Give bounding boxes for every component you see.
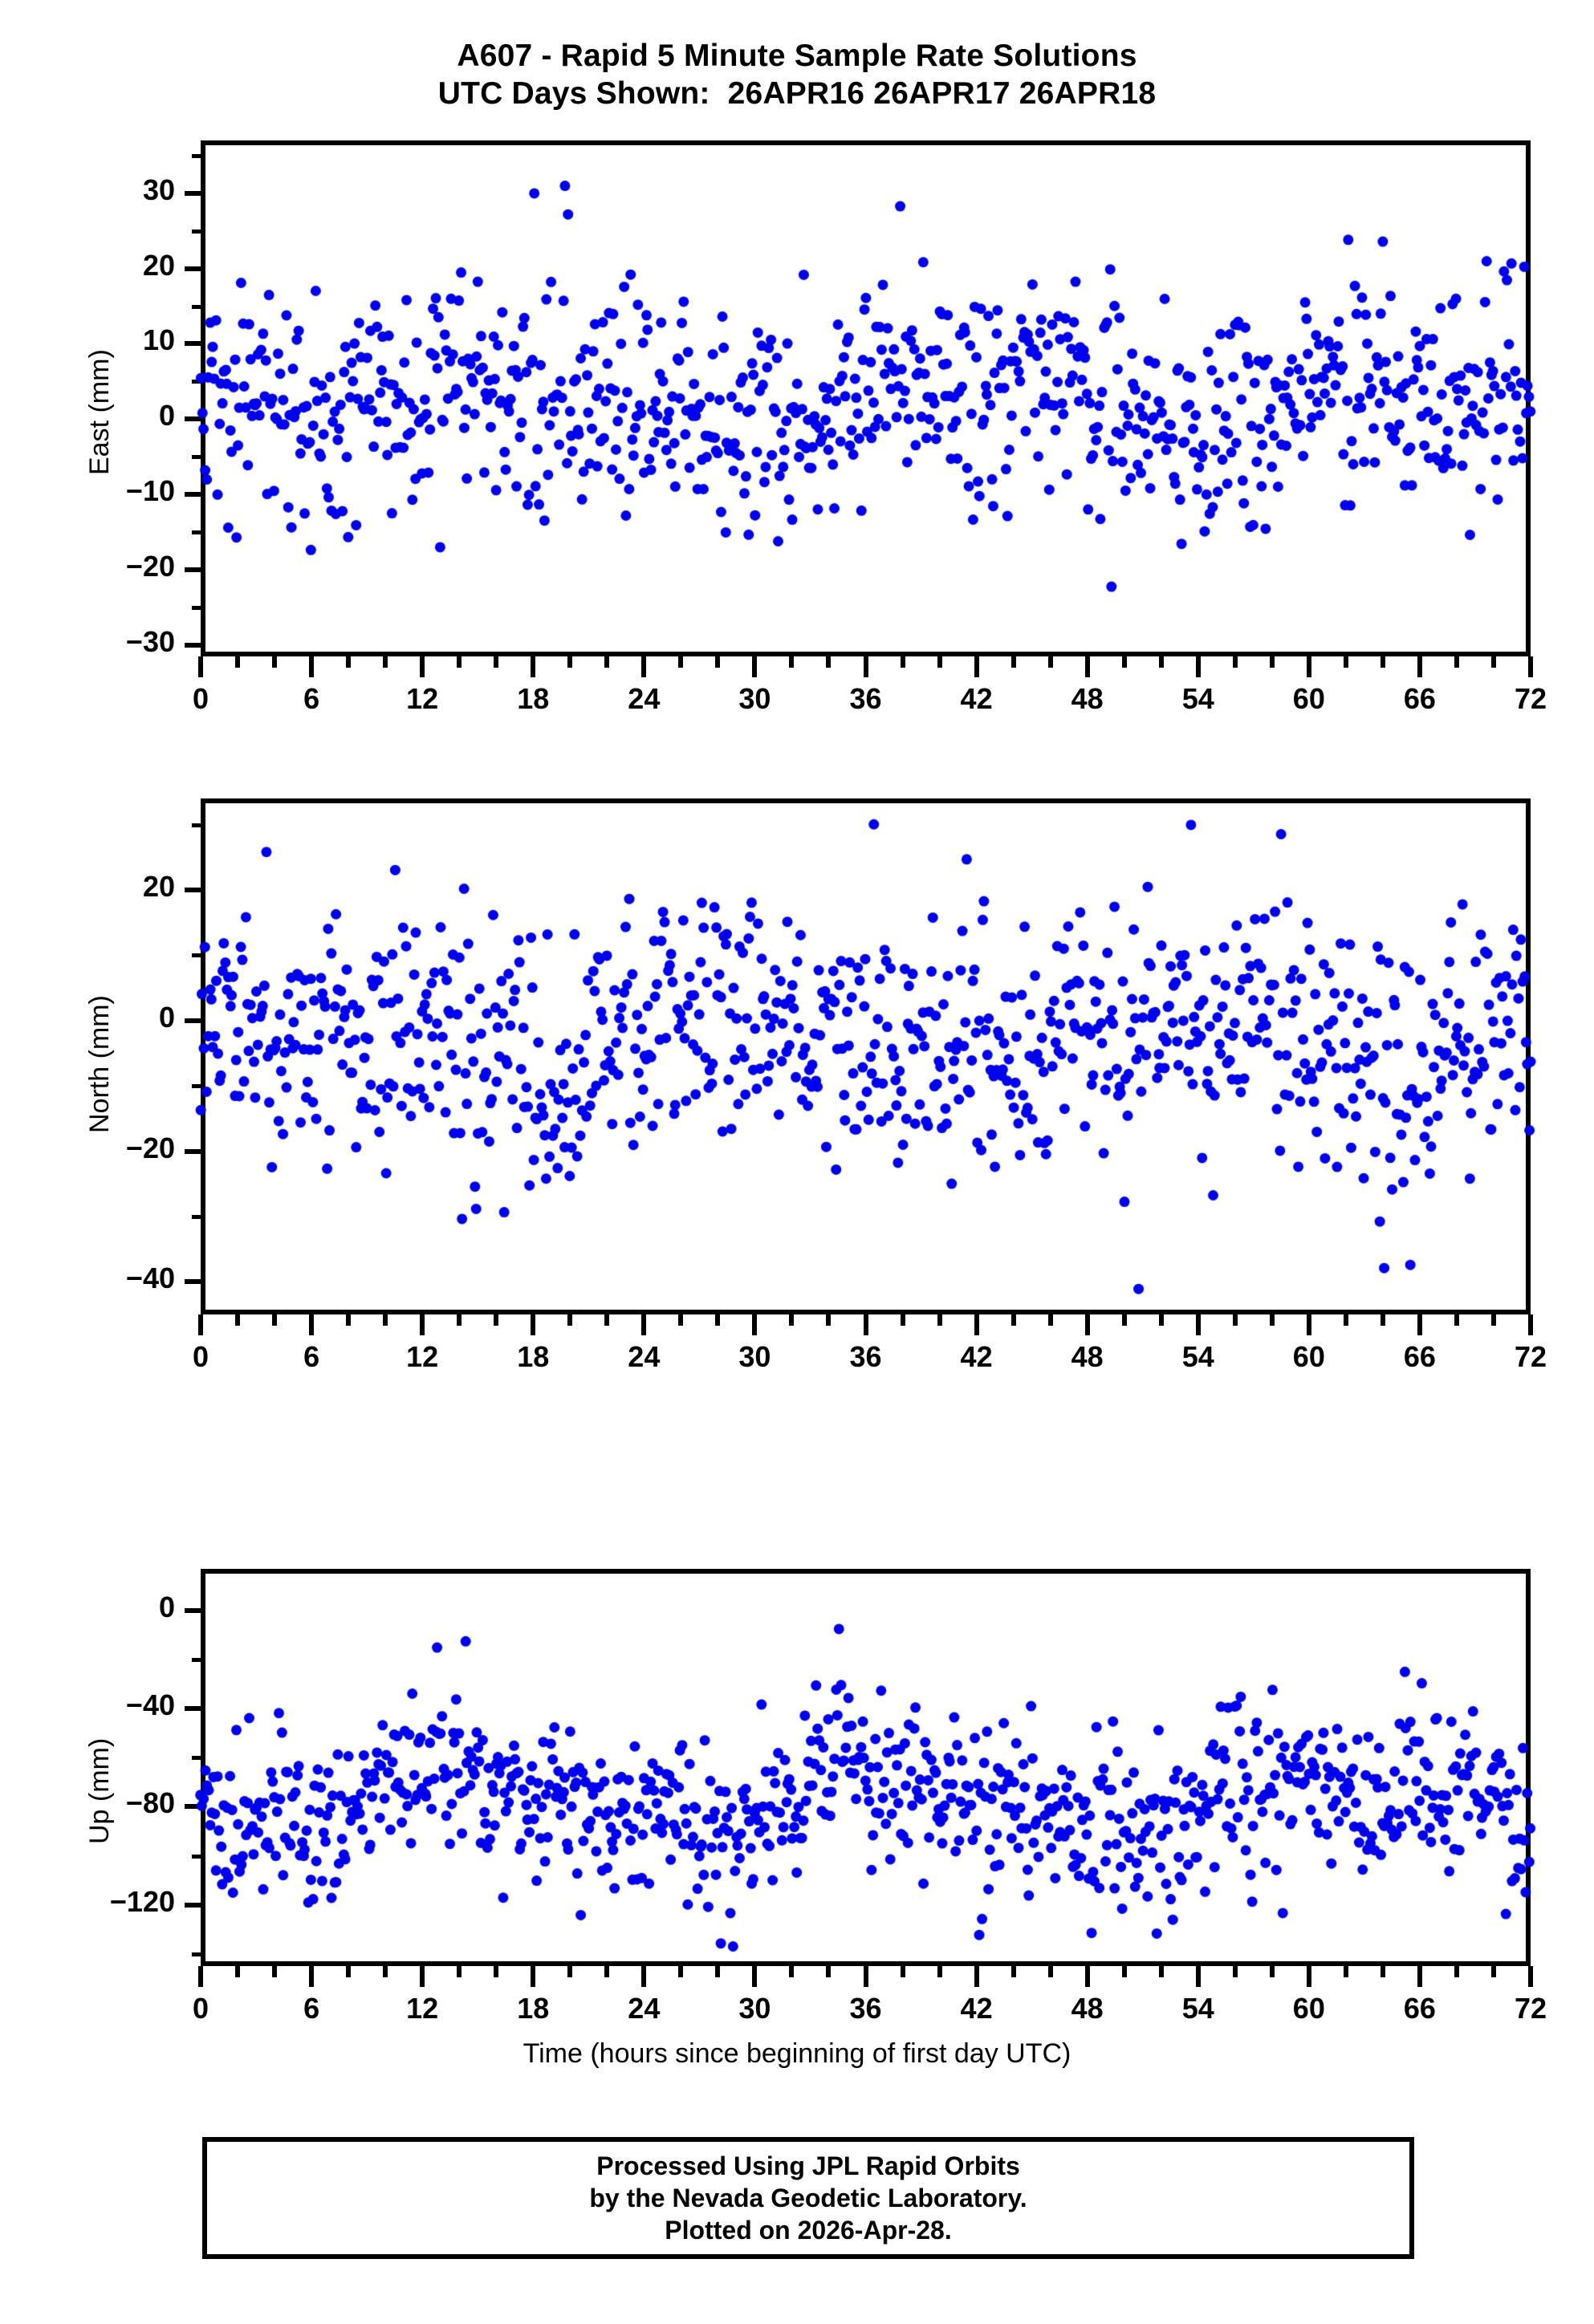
x-axis-label: Time (hours since beginning of first day…: [523, 2038, 1071, 2069]
footer-line-1: Processed Using JPL Rapid Orbits: [596, 2151, 1020, 2180]
footer-credits-box: Processed Using JPL Rapid Orbits by the …: [202, 2137, 1414, 2259]
footer-line-2: by the Nevada Geodetic Laboratory.: [589, 2184, 1027, 2212]
footer-line-3: Plotted on 2026-Apr-28.: [665, 2216, 952, 2245]
